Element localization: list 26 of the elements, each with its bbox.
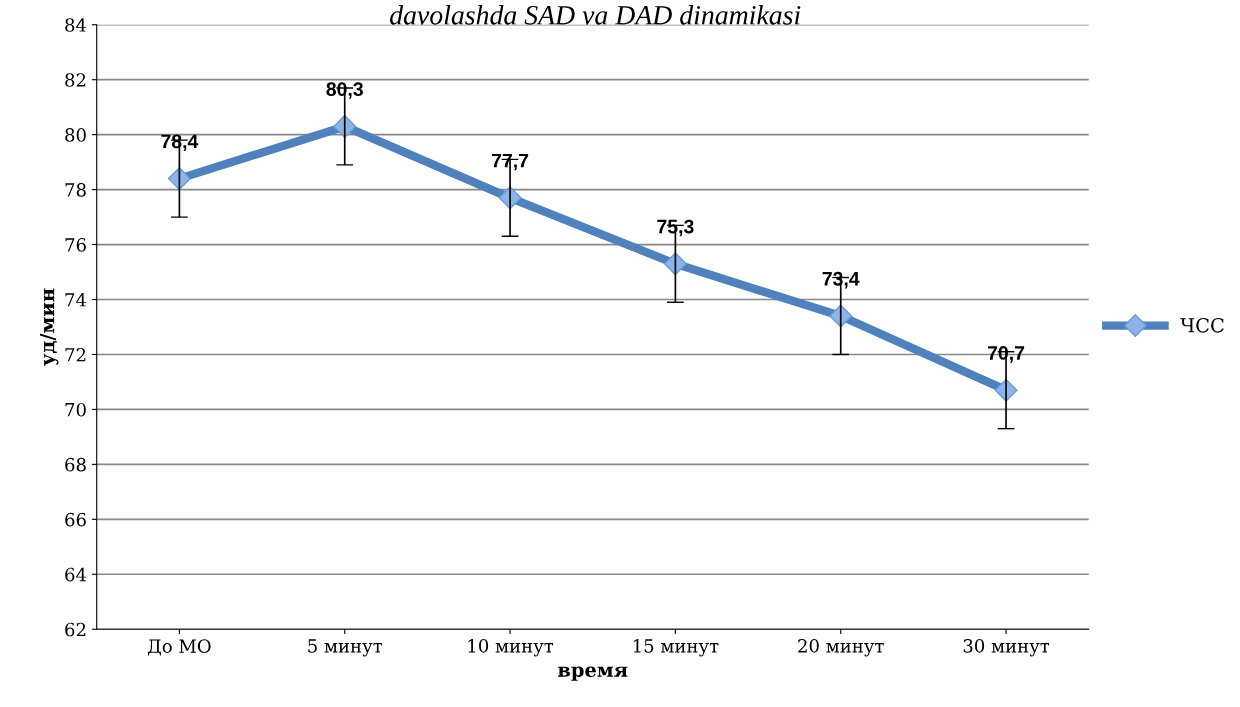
x-tick-label: 10 минут	[468, 639, 554, 657]
y-tick-label: 84	[65, 18, 87, 32]
data-label: 78,4	[161, 134, 199, 152]
y-tick-label: 82	[65, 73, 86, 87]
point	[167, 167, 191, 191]
point	[663, 252, 687, 276]
y-tick-label: 80	[65, 128, 86, 142]
y-tick-label: 78	[65, 183, 86, 197]
x-tick-label: 30 минут	[963, 639, 1050, 657]
data-label: 77,7	[491, 153, 529, 171]
y-tick-label: 62	[65, 622, 86, 637]
y-tick-label: 70	[65, 402, 86, 417]
y-tick-label: 76	[65, 238, 86, 252]
legend-label: ЧСС	[1180, 317, 1224, 333]
y-tick-label: 72	[65, 347, 86, 362]
y-tick-label: 64	[65, 567, 87, 582]
x-tick-label: До МО	[148, 639, 211, 656]
x-tick-label: 20 минут	[798, 639, 884, 657]
x-tick-label: 5 минут	[308, 639, 383, 657]
x-tick-label: 15 минут	[633, 639, 719, 657]
x-axis-title: время	[558, 666, 628, 681]
y-tick-label: 66	[65, 512, 86, 527]
y-tick-label: 74	[65, 292, 87, 307]
y-tick-label: 68	[65, 457, 86, 472]
y-axis-title: уд/мин	[39, 288, 59, 366]
chart-title: davolashda SAD va DAD dinamikasi	[390, 5, 801, 25]
